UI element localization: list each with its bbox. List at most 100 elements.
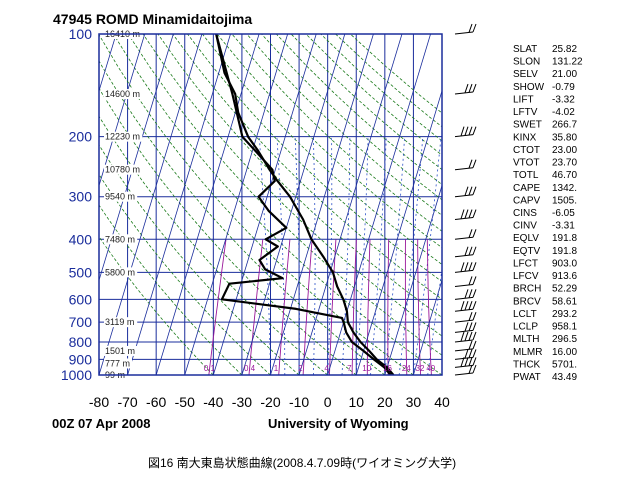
mixing-ratio-line <box>302 239 313 375</box>
temperature-tick-label: -50 <box>175 394 195 410</box>
index-label: EQLV <box>513 233 539 244</box>
moist-adiabat-line <box>384 136 405 375</box>
dry-adiabat-line <box>261 34 442 201</box>
dry-adiabat-line <box>335 34 442 128</box>
temperature-tick-label: -60 <box>146 394 166 410</box>
wind-barb-icon <box>454 340 477 352</box>
mixing-ratio-label: 7 <box>347 364 352 373</box>
wind-barb-staff <box>454 167 474 171</box>
wind-barb-flag <box>468 186 473 196</box>
temperature-point <box>368 350 371 352</box>
wind-barb-flag <box>472 289 477 298</box>
temperature-point <box>223 72 226 74</box>
isotherm-line <box>99 34 174 282</box>
dewpoint-point <box>221 298 223 301</box>
isotherm-line <box>413 278 442 375</box>
mixing-ratio-line <box>404 239 408 375</box>
wind-barb-flag <box>464 83 469 94</box>
index-value: 23.00 <box>552 145 577 156</box>
moist-adiabat-line <box>355 136 369 375</box>
wind-barb-staff <box>454 348 474 352</box>
wind-barb-flag <box>472 312 477 321</box>
temperature-tick-label: 10 <box>348 394 364 410</box>
wind-barb-staff <box>454 269 474 273</box>
wind-barb-flag <box>468 23 473 33</box>
dewpoint-point <box>264 238 267 241</box>
mixing-ratio-lines <box>208 239 432 375</box>
dewpoint-point <box>254 149 257 152</box>
mixing-ratio-label: 32 <box>416 364 425 373</box>
height-label-background <box>104 164 143 175</box>
index-label: PWAT <box>513 372 541 383</box>
dry-adiabat-line <box>127 34 442 356</box>
dewpoint-point <box>258 259 261 261</box>
wind-barb-flag <box>464 331 469 341</box>
index-value: 191.8 <box>552 233 577 244</box>
index-value: 191.8 <box>552 246 577 257</box>
isotherm-line <box>298 34 403 375</box>
wind-barb-staff <box>454 194 474 198</box>
index-label: CAPE <box>513 183 541 194</box>
moist-adiabat-line <box>327 136 333 375</box>
isotherm-line <box>99 34 117 93</box>
dewpoint-point <box>231 93 234 95</box>
temperature-tick-label: 0 <box>324 394 332 410</box>
wind-barb-flag <box>468 364 473 374</box>
height-label: 12230 m <box>105 132 140 142</box>
index-value: 23.70 <box>552 158 577 169</box>
pressure-tick-label: 900 <box>69 351 93 367</box>
index-value: 1505. <box>552 195 577 206</box>
source-label: University of Wyoming <box>268 416 409 431</box>
wind-barb-flag <box>468 340 473 350</box>
index-label: LIFT <box>513 94 534 105</box>
temperature-point <box>347 321 349 324</box>
wind-barb-flag <box>464 186 469 196</box>
wind-barb-icon <box>454 23 477 35</box>
temperature-tick-label: -40 <box>203 394 223 410</box>
index-label: LFTV <box>513 107 538 118</box>
temperature-point <box>336 285 339 288</box>
wind-barb-flag <box>468 246 473 256</box>
wind-barb-flag <box>472 159 477 168</box>
index-value: 958.1 <box>552 322 577 333</box>
wind-barb-flag <box>464 301 469 311</box>
wind-barb-flag <box>472 276 477 285</box>
isotherm-line <box>0 34 2 375</box>
index-label: LFCT <box>513 258 538 269</box>
dry-adiabat-line <box>99 235 214 375</box>
mixing-ratio-line <box>328 239 337 375</box>
wind-barb-flag <box>468 289 473 298</box>
wind-barb-flag <box>472 301 477 310</box>
index-label: CINV <box>513 221 537 232</box>
wind-barb-flag <box>464 357 469 367</box>
index-value: -0.79 <box>552 82 575 93</box>
wind-barb-icon <box>454 229 477 240</box>
index-label: LFCV <box>513 271 539 282</box>
mixing-ratio-label: 0.1 <box>204 364 216 373</box>
wind-barb-icon <box>454 349 477 360</box>
temperature-tick-label: -70 <box>117 394 137 410</box>
temperature-point <box>342 298 345 301</box>
index-value: 43.49 <box>552 372 577 383</box>
pressure-tick-label: 600 <box>69 291 93 307</box>
index-value: -4.02 <box>552 107 575 118</box>
temperature-point <box>332 271 334 274</box>
wind-barb-icon <box>454 289 477 300</box>
isotherm-line <box>127 34 231 375</box>
stability-indices: SLAT 25.82 SLON 131.22 SELV 21.00 SHOW -0.79 LIF… <box>513 44 583 383</box>
wind-barb-flag <box>468 126 473 136</box>
mixing-ratio-label: 24 <box>402 364 411 373</box>
index-label: MLMR <box>513 347 542 358</box>
height-label-background <box>104 191 138 202</box>
dry-adiabat-line <box>99 34 414 375</box>
index-value: 52.29 <box>552 284 577 295</box>
wind-barb-icon <box>454 322 477 333</box>
dewpoint-point <box>228 282 231 285</box>
dewpoint-point <box>264 268 267 271</box>
wind-barb-staff <box>454 31 474 35</box>
pressure-tick-label: 700 <box>69 314 93 330</box>
index-value: 1342. <box>552 183 577 194</box>
pressure-tick-label: 1000 <box>61 367 92 383</box>
wind-barb-flag <box>468 262 473 271</box>
index-value: 16.00 <box>552 347 577 358</box>
